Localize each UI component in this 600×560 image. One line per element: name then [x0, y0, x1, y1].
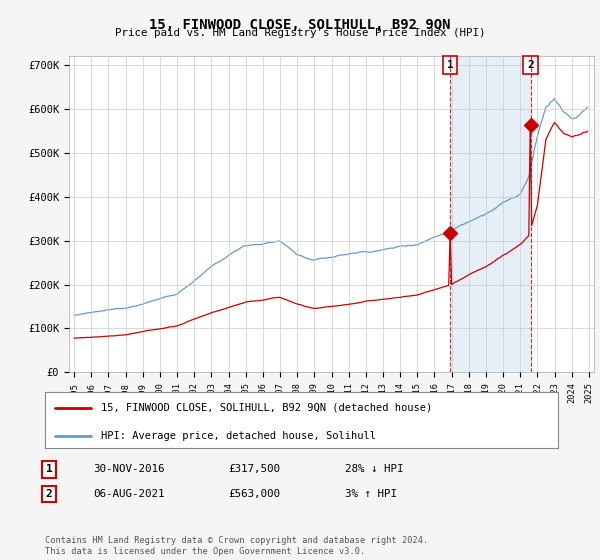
Text: 15, FINWOOD CLOSE, SOLIHULL, B92 9QN: 15, FINWOOD CLOSE, SOLIHULL, B92 9QN [149, 18, 451, 32]
Text: Contains HM Land Registry data © Crown copyright and database right 2024.
This d: Contains HM Land Registry data © Crown c… [45, 536, 428, 556]
Text: £563,000: £563,000 [228, 489, 280, 499]
Text: 30-NOV-2016: 30-NOV-2016 [93, 464, 164, 474]
Text: 28% ↓ HPI: 28% ↓ HPI [345, 464, 404, 474]
Text: Price paid vs. HM Land Registry's House Price Index (HPI): Price paid vs. HM Land Registry's House … [115, 28, 485, 38]
Text: 2: 2 [46, 489, 53, 499]
Text: 1: 1 [447, 60, 454, 70]
Text: HPI: Average price, detached house, Solihull: HPI: Average price, detached house, Soli… [101, 431, 376, 441]
Text: 2: 2 [527, 60, 534, 70]
Text: 1: 1 [46, 464, 53, 474]
Bar [450, 56, 530, 372]
Text: 15, FINWOOD CLOSE, SOLIHULL, B92 9QN (detached house): 15, FINWOOD CLOSE, SOLIHULL, B92 9QN (de… [101, 403, 433, 413]
Text: £317,500: £317,500 [228, 464, 280, 474]
Text: 06-AUG-2021: 06-AUG-2021 [93, 489, 164, 499]
Text: 3% ↑ HPI: 3% ↑ HPI [345, 489, 397, 499]
